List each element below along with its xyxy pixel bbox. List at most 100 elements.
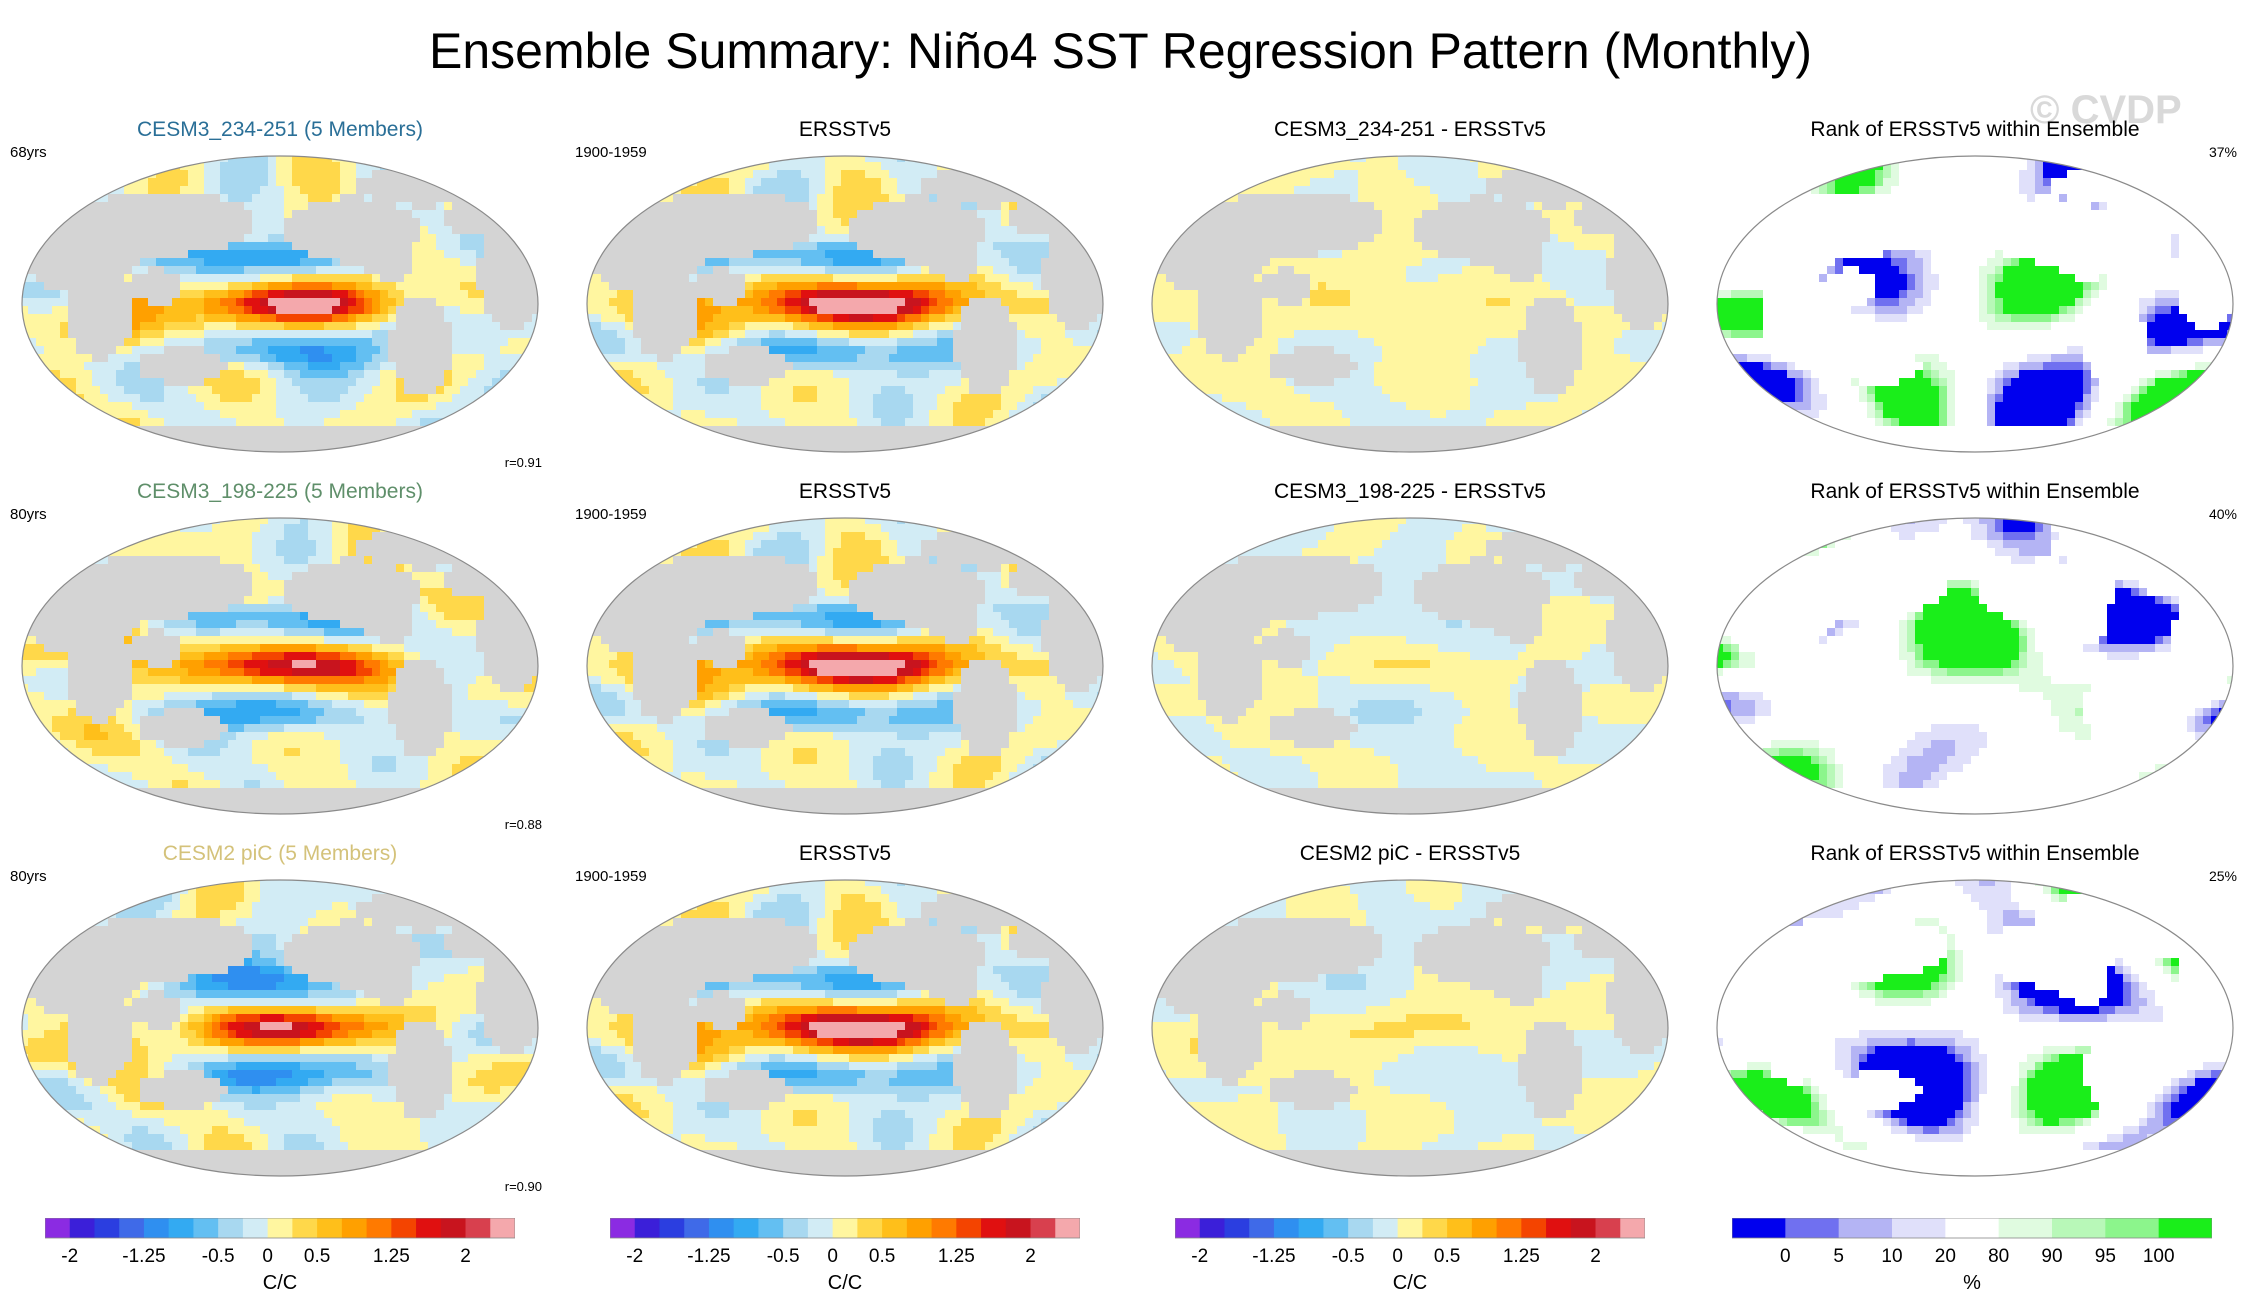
panel-obs-row1: ERSSTv5 1900-1959 — [575, 118, 1115, 478]
colorbar-swatch — [1620, 1218, 1645, 1238]
regression-colorbar-3: -2 -1.25 -0.5 0 0.5 1.25 2 C/C — [1175, 1218, 1645, 1294]
colorbar-tick-label: 1.25 — [1503, 1246, 1540, 1267]
panel-rank-row1: Rank of ERSSTv5 within Ensemble 37% — [1705, 118, 2241, 478]
colorbar-swatch — [1348, 1218, 1374, 1238]
panel-title: CESM3_234-251 - ERSSTv5 — [1140, 118, 1680, 142]
colorbar-tick-label: -1.25 — [1252, 1246, 1295, 1267]
colorbar-swatch — [1838, 1218, 1893, 1238]
pattern-correlation-label: r=0.90 — [505, 1179, 542, 1194]
map-obs — [586, 879, 1104, 1177]
panel-title: Rank of ERSSTv5 within Ensemble — [1705, 480, 2241, 504]
panel-period-label: 68yrs — [10, 144, 47, 161]
map-diff — [1151, 879, 1669, 1177]
colorbar-swatch — [1005, 1218, 1032, 1238]
panel-obs-row2: ERSSTv5 1900-1959 — [575, 480, 1115, 840]
colorbar-swatch — [490, 1218, 515, 1238]
map-outline — [586, 155, 1104, 453]
colorbar-swatch — [931, 1218, 957, 1238]
colorbar-swatch — [1249, 1218, 1275, 1238]
colorbar-tick-label: 0.5 — [869, 1246, 895, 1267]
colorbar-tick-label: -2 — [1191, 1246, 1208, 1267]
colorbar-swatch — [94, 1218, 120, 1238]
colorbar-swatch — [906, 1218, 933, 1238]
colorbar-swatch — [1521, 1218, 1547, 1238]
colorbar-tick-label: 20 — [1935, 1246, 1956, 1267]
colorbar-swatch — [143, 1218, 170, 1238]
panel-title: CESM2 piC - ERSSTv5 — [1140, 842, 1680, 866]
map-outline — [1151, 517, 1669, 815]
colorbar-tick-label: 0.5 — [1434, 1246, 1460, 1267]
map-outline — [1716, 517, 2234, 815]
map-outline — [1716, 155, 2234, 453]
pattern-correlation-label: r=0.91 — [505, 455, 542, 470]
map-field — [1152, 156, 1668, 452]
panel-diff-row2: CESM3_198-225 - ERSSTv5 — [1140, 480, 1680, 840]
colorbar-swatch — [1546, 1218, 1572, 1238]
colorbar-tick-label: 100 — [2143, 1246, 2175, 1267]
colorbar-tick-label: 2 — [1025, 1246, 1036, 1267]
colorbar-swatch — [1323, 1218, 1349, 1238]
panel-title: CESM3_198-225 - ERSSTv5 — [1140, 480, 1680, 504]
map-rank — [1716, 517, 2234, 815]
colorbar-tick-label: 0.5 — [304, 1246, 330, 1267]
panel-rank-row3: Rank of ERSSTv5 within Ensemble 25% — [1705, 842, 2241, 1202]
map-model — [21, 879, 539, 1177]
panel-rank-row2: Rank of ERSSTv5 within Ensemble 40% — [1705, 480, 2241, 840]
panel-diff-row1: CESM3_234-251 - ERSSTv5 — [1140, 118, 1680, 478]
colorbar-swatch — [341, 1218, 368, 1238]
map-rank — [1716, 155, 2234, 453]
colorbar-swatch — [733, 1218, 759, 1238]
colorbar-swatch — [882, 1218, 908, 1238]
map-model — [21, 155, 539, 453]
colorbar-swatch — [193, 1218, 219, 1238]
colorbar-swatch — [2158, 1218, 2212, 1238]
colorbar-swatch — [1224, 1218, 1250, 1238]
colorbar-swatch — [832, 1218, 858, 1238]
regression-colorbar-2: -2 -1.25 -0.5 0 0.5 1.25 2 C/C — [610, 1218, 1080, 1294]
colorbar-label: C/C — [45, 1272, 515, 1295]
colorbar-swatch — [807, 1218, 834, 1238]
map-outline — [1716, 879, 2234, 1177]
map-outline — [21, 517, 539, 815]
map-diff — [1151, 155, 1669, 453]
colorbar-swatch — [610, 1218, 636, 1238]
map-rank — [1716, 879, 2234, 1177]
colorbar-swatch — [857, 1218, 883, 1238]
colorbar-swatch — [1030, 1218, 1056, 1238]
map-diff — [1151, 517, 1669, 815]
panel-obs-row3: ERSSTv5 1900-1959 — [575, 842, 1115, 1202]
colorbar-swatch — [1785, 1218, 1840, 1238]
colorbar-tick-label: 2 — [1590, 1246, 1601, 1267]
map-model — [21, 517, 539, 815]
colorbar-swatch — [416, 1218, 442, 1238]
colorbar-swatch — [1496, 1218, 1522, 1238]
colorbar-label: C/C — [610, 1272, 1080, 1295]
colorbar-swatch — [956, 1218, 982, 1238]
colorbar-swatch — [1199, 1218, 1225, 1238]
colorbar-tick-label: 10 — [1881, 1246, 1902, 1267]
colorbar-swatch — [242, 1218, 269, 1238]
colorbar-tick-label: 90 — [2041, 1246, 2062, 1267]
colorbar-swatch — [1397, 1218, 1423, 1238]
colorbar-tick-label: 80 — [1988, 1246, 2009, 1267]
map-field — [22, 518, 538, 814]
panel-period-label: 1900-1959 — [575, 868, 647, 885]
map-outline — [21, 155, 539, 453]
colorbar-swatch — [465, 1218, 491, 1238]
map-outline — [21, 879, 539, 1177]
colorbar-tick-label: -1.25 — [122, 1246, 165, 1267]
map-outline — [1151, 155, 1669, 453]
map-field — [22, 880, 538, 1176]
colorbar-swatch — [1998, 1218, 2053, 1238]
colorbar-swatch — [1945, 1218, 2000, 1238]
colorbar-tick-label: -1.25 — [687, 1246, 730, 1267]
colorbar-tick-label: 95 — [2095, 1246, 2116, 1267]
map-outline — [586, 879, 1104, 1177]
panel-model-row1: CESM3_234-251 (5 Members) 68yrs r=0.91 — [10, 118, 550, 478]
cvdp-watermark: © CVDP — [2030, 88, 2182, 133]
map-field — [587, 518, 1103, 814]
colorbar-swatch — [2105, 1218, 2160, 1238]
colorbar-swatch — [1732, 1218, 1786, 1238]
colorbar-swatch — [1175, 1218, 1201, 1238]
colorbar-swatch — [684, 1218, 710, 1238]
